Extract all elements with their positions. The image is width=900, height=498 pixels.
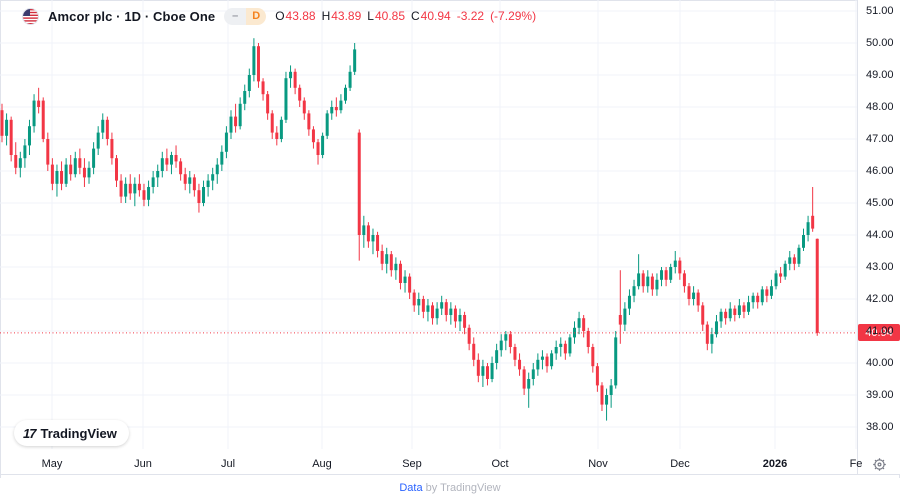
interval-d-label: D xyxy=(246,7,267,25)
price-axis-label: 40.00 xyxy=(866,356,894,369)
time-axis-label: Sep xyxy=(402,458,422,470)
price-axis-label: 42.00 xyxy=(866,292,894,305)
axis-border xyxy=(0,474,900,475)
time-axis-label: Nov xyxy=(588,458,608,470)
data-link[interactable]: Data xyxy=(399,482,423,494)
time-axis-label: May xyxy=(41,458,63,470)
price-axis-label: 45.00 xyxy=(866,196,894,209)
price-axis-label: 41.00 xyxy=(866,324,894,337)
low-value: 40.85 xyxy=(374,9,405,23)
us-flag-icon xyxy=(22,7,39,25)
symbol-title[interactable]: Amcor plc · 1D · Cboe One xyxy=(48,8,216,24)
change-percent: (-7.29%) xyxy=(490,9,537,23)
time-axis-label: Dec xyxy=(670,458,690,470)
tradingview-logo-label: TradingView xyxy=(40,425,117,441)
time-axis[interactable]: May Jun Jul Aug Sep Oct Nov Dec 2026 Fe xyxy=(0,455,900,474)
price-axis-label: 50.00 xyxy=(866,36,894,49)
tradingview-logo[interactable]: 17 TradingView xyxy=(14,420,129,446)
time-axis-label: Jun xyxy=(134,458,152,470)
interval-badge[interactable]: – D xyxy=(224,7,267,25)
tradingview-logo-icon: 17 xyxy=(23,425,37,441)
price-axis-label: 44.00 xyxy=(866,228,894,241)
attribution-suffix: by TradingView xyxy=(425,482,501,494)
candlestick-svg[interactable] xyxy=(0,0,857,474)
time-axis-label: Oct xyxy=(491,458,509,470)
price-axis-label: 47.00 xyxy=(866,132,894,145)
price-axis-label: 51.00 xyxy=(866,4,894,17)
price-axis-label: 43.00 xyxy=(866,260,894,273)
time-axis-label: Jul xyxy=(220,458,236,470)
last-price-tag: 40.94 xyxy=(858,324,900,342)
attribution-bar: Data by TradingView xyxy=(0,478,900,498)
time-axis-label: 2026 xyxy=(762,458,788,470)
open-value: 43.88 xyxy=(285,9,316,23)
time-axis-settings-gear-icon[interactable] xyxy=(872,457,887,472)
symbol-legend[interactable]: Amcor plc · 1D · Cboe One – D O 43.88 H 43… xyxy=(22,7,536,25)
time-axis-label: Aug xyxy=(312,458,332,470)
price-axis[interactable]: 40.94 51.00 50.00 49.00 48.00 47.00 46.00 45.0… xyxy=(857,0,900,474)
price-axis-label: 49.00 xyxy=(866,68,894,81)
price-axis-label: 46.00 xyxy=(866,164,894,177)
high-label: H xyxy=(321,9,331,23)
collapse-dash-icon[interactable]: – xyxy=(224,7,247,25)
close-label: C xyxy=(411,9,420,23)
low-label: L xyxy=(367,9,374,23)
ohlc-readout: O 43.88 H 43.89 L 40.85 C 40.94 -3.22 (-7.29… xyxy=(275,9,536,23)
price-axis-label: 39.00 xyxy=(866,388,894,401)
close-value: 40.94 xyxy=(420,9,451,23)
price-axis-label: 48.00 xyxy=(866,100,894,113)
open-label: O xyxy=(275,9,285,23)
price-axis-label: 38.00 xyxy=(866,420,894,433)
change-value: -3.22 xyxy=(456,9,485,23)
chart-plot[interactable] xyxy=(0,0,857,474)
time-axis-label: Fe xyxy=(849,458,863,470)
high-value: 43.89 xyxy=(331,9,362,23)
